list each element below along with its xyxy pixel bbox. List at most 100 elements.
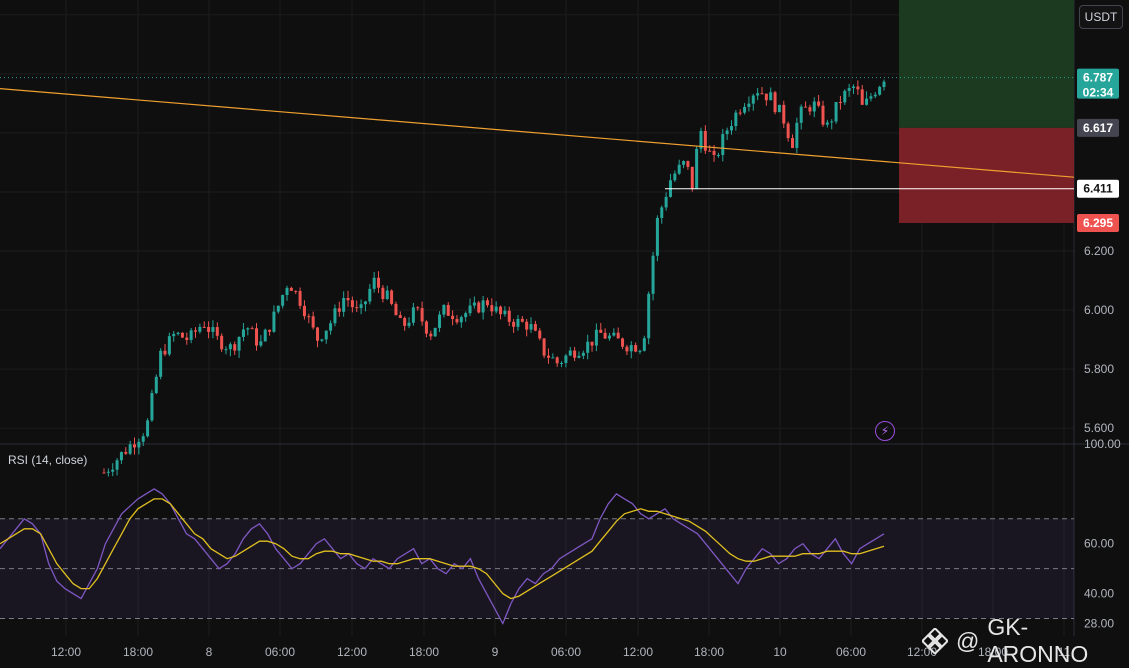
candle-body — [115, 460, 119, 470]
candle-body — [634, 345, 638, 352]
candle-body — [167, 336, 171, 355]
candle — [433, 327, 437, 337]
candle-body — [128, 444, 132, 454]
stop-loss-zone — [899, 127, 1074, 223]
candle-body — [446, 304, 450, 316]
candle-body — [551, 357, 555, 359]
candle-body — [189, 330, 193, 340]
candle-body — [377, 277, 381, 288]
candle — [451, 310, 455, 326]
candle-body — [795, 122, 799, 148]
candle-body — [255, 328, 259, 346]
candle — [851, 84, 855, 95]
candle-body — [838, 102, 842, 104]
candle-body — [682, 161, 686, 165]
candle — [224, 346, 228, 355]
candle — [468, 298, 472, 316]
candle — [808, 104, 812, 116]
candle — [581, 350, 585, 360]
candle-body — [782, 104, 786, 124]
candle — [773, 90, 777, 115]
entry-tag-bg — [1077, 179, 1119, 198]
candle-body — [695, 148, 699, 189]
candle — [577, 351, 581, 359]
candle — [490, 298, 494, 316]
candle-body — [812, 101, 816, 112]
candle-body — [808, 107, 812, 112]
candle — [241, 323, 245, 342]
price-axis-tick: 5.800 — [1084, 362, 1114, 376]
watermark-handle: GK-ARONNO — [987, 614, 1089, 667]
candle — [407, 317, 411, 329]
time-axis-tick: 06:00 — [265, 645, 295, 659]
candle — [416, 306, 420, 311]
candle — [686, 160, 690, 170]
candle — [716, 152, 720, 158]
candle-body — [512, 321, 516, 327]
candle — [289, 286, 293, 291]
price-axis-tick: 5.600 — [1084, 421, 1114, 435]
stop-loss-tag-bg — [1077, 213, 1119, 232]
rsi-indicator-label[interactable]: RSI (14, close) — [8, 453, 88, 467]
watermark-at: @ — [955, 627, 980, 654]
candle-body — [533, 324, 537, 331]
candle-body — [878, 86, 882, 95]
candle — [180, 332, 184, 338]
candle-body — [494, 306, 498, 312]
lightning-icon[interactable]: ⚡ — [875, 421, 895, 441]
candle-body — [237, 336, 241, 351]
candle — [455, 315, 459, 325]
candle — [459, 315, 463, 328]
candle — [111, 463, 115, 477]
candle — [324, 330, 328, 344]
candle-body — [677, 164, 681, 174]
candle — [612, 328, 616, 337]
candle-body — [673, 173, 677, 181]
candle — [102, 468, 106, 474]
candle-body — [647, 293, 651, 339]
candle — [119, 451, 123, 464]
candle-body — [621, 338, 625, 347]
candle-body — [420, 308, 424, 322]
candle — [869, 93, 873, 102]
candle-body — [464, 313, 468, 318]
candle-body — [834, 102, 838, 122]
candle — [568, 346, 572, 357]
candle-body — [769, 92, 773, 101]
candle — [677, 159, 681, 176]
candle-body — [490, 305, 494, 312]
candle — [159, 348, 163, 380]
candle-body — [220, 335, 224, 350]
candle-body — [607, 335, 611, 339]
candle-body — [804, 106, 808, 108]
candle — [695, 146, 699, 189]
candle — [638, 349, 642, 355]
candle-body — [538, 330, 542, 339]
candle-body — [756, 93, 760, 96]
candle — [586, 334, 590, 360]
candle — [255, 323, 259, 351]
time-axis-tick: 06:00 — [836, 645, 866, 659]
candle-body — [185, 337, 189, 340]
currency-button[interactable]: USDT — [1079, 5, 1123, 29]
candle-body — [215, 327, 219, 336]
candle-body — [198, 326, 202, 332]
candle-body — [180, 332, 184, 338]
candle-body — [102, 472, 106, 474]
candle-body — [629, 345, 633, 352]
candle — [821, 100, 825, 127]
candle — [769, 87, 773, 101]
candle — [368, 284, 372, 305]
candle — [516, 314, 520, 331]
candle-body — [163, 350, 167, 355]
time-axis-tick: 12:00 — [51, 645, 81, 659]
candle — [756, 87, 760, 101]
candle — [642, 335, 646, 352]
candle-body — [272, 311, 276, 332]
candle-body — [642, 338, 646, 351]
candle — [738, 109, 742, 116]
candle — [250, 326, 254, 330]
candle-body — [472, 302, 476, 306]
candle — [281, 294, 285, 309]
